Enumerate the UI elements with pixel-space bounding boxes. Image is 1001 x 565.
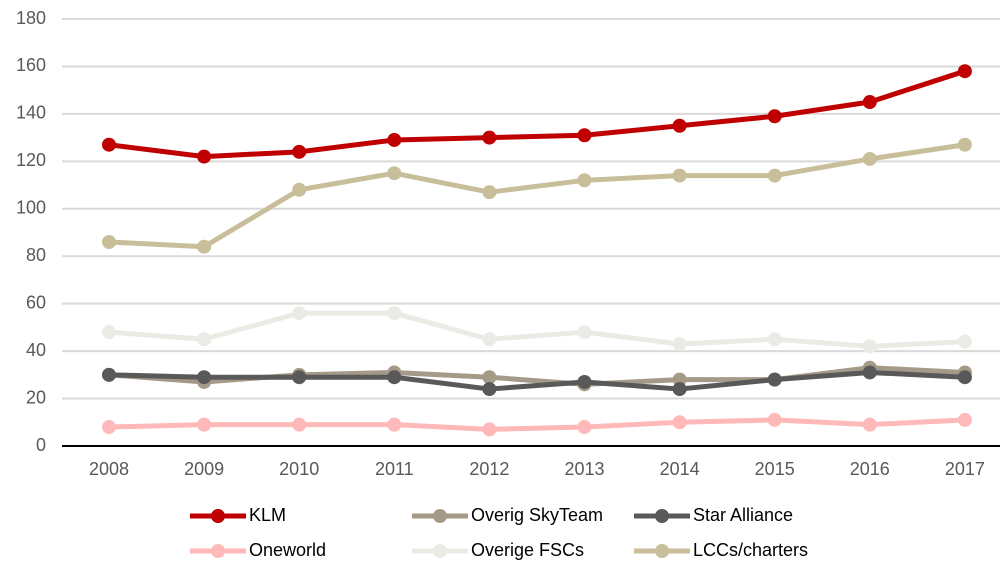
series-line — [108, 68, 966, 160]
legend-marker — [655, 544, 669, 558]
series-line — [108, 369, 966, 392]
data-point — [292, 182, 307, 197]
x-tick-label: 2010 — [279, 459, 319, 479]
data-point — [102, 234, 116, 249]
data-point — [292, 417, 307, 432]
data-point — [387, 417, 402, 432]
data-point — [577, 128, 592, 143]
data-point — [957, 334, 972, 349]
data-point — [957, 412, 972, 427]
data-point — [767, 168, 782, 183]
data-point — [387, 166, 402, 181]
data-point — [957, 64, 972, 79]
data-point — [672, 415, 687, 430]
x-tick-label: 2013 — [564, 459, 604, 479]
data-point — [482, 382, 497, 397]
y-tick-label: 140 — [16, 103, 46, 123]
x-tick-label: 2011 — [375, 459, 414, 479]
data-point — [957, 137, 972, 152]
data-point — [292, 144, 307, 159]
data-point — [767, 412, 782, 427]
x-tick-label: 2009 — [184, 459, 224, 479]
y-tick-label: 80 — [26, 245, 46, 265]
legend-label: Overig SkyTeam — [471, 505, 603, 525]
data-point — [482, 370, 497, 385]
data-point — [862, 365, 877, 380]
series-line — [108, 310, 966, 349]
x-tick-label: 2012 — [469, 459, 509, 479]
x-tick-label: 2008 — [89, 459, 129, 479]
data-point — [577, 173, 592, 188]
data-point — [387, 132, 402, 147]
y-tick-label: 40 — [26, 340, 46, 360]
legend-label: LCCs/charters — [693, 540, 808, 560]
data-point — [197, 239, 212, 254]
data-point — [957, 370, 972, 385]
data-point — [482, 130, 497, 145]
data-point — [577, 420, 592, 435]
legend-label: Star Alliance — [693, 505, 793, 525]
data-point — [672, 382, 687, 397]
legend-marker — [433, 544, 447, 558]
data-point — [387, 306, 402, 321]
data-point — [577, 374, 592, 389]
data-point — [197, 332, 212, 347]
grid: 0 20 40 60 80 100 120 140 160 180 2008 2009 2010 2011… — [16, 8, 1000, 479]
legend: KLM Overig SkyTeam Star Alliance Oneworld Ov… — [190, 505, 808, 560]
data-point — [292, 306, 307, 321]
data-point — [102, 137, 116, 152]
data-point — [862, 417, 877, 432]
data-point — [102, 367, 116, 382]
data-point — [767, 372, 782, 387]
data-point — [862, 339, 877, 354]
series-line — [108, 142, 966, 250]
y-tick-label: 160 — [16, 55, 46, 75]
data-point — [862, 95, 877, 110]
data-point — [672, 336, 687, 351]
y-tick-label: 0 — [36, 435, 46, 455]
legend-marker — [211, 544, 225, 558]
y-tick-label: 120 — [16, 150, 46, 170]
legend-marker — [211, 509, 225, 523]
data-point — [672, 168, 687, 183]
data-point — [102, 325, 116, 340]
data-point — [577, 325, 592, 340]
x-tick-label: 2015 — [755, 459, 795, 479]
data-point — [292, 370, 307, 385]
y-tick-label: 100 — [16, 198, 46, 218]
legend-label: Overige FSCs — [471, 540, 584, 560]
data-point — [197, 149, 212, 164]
data-point — [102, 420, 116, 435]
x-tick-label: 2017 — [945, 459, 985, 479]
data-point — [197, 370, 212, 385]
data-point — [482, 422, 497, 437]
series-line — [108, 417, 966, 432]
legend-marker — [433, 509, 447, 523]
data-point — [767, 332, 782, 347]
lines — [102, 64, 972, 437]
legend-label: KLM — [249, 505, 286, 525]
data-point — [862, 151, 877, 166]
legend-label: Oneworld — [249, 540, 326, 560]
data-point — [767, 109, 782, 124]
legend-marker — [655, 509, 669, 523]
x-tick-label: 2016 — [850, 459, 890, 479]
data-point — [197, 417, 212, 432]
data-point — [482, 185, 497, 200]
x-tick-label: 2014 — [660, 459, 700, 479]
data-point — [672, 118, 687, 133]
data-point — [482, 332, 497, 347]
data-point — [387, 370, 402, 385]
y-tick-label: 60 — [26, 292, 46, 312]
y-tick-label: 20 — [26, 387, 46, 407]
y-tick-label: 180 — [16, 8, 46, 28]
